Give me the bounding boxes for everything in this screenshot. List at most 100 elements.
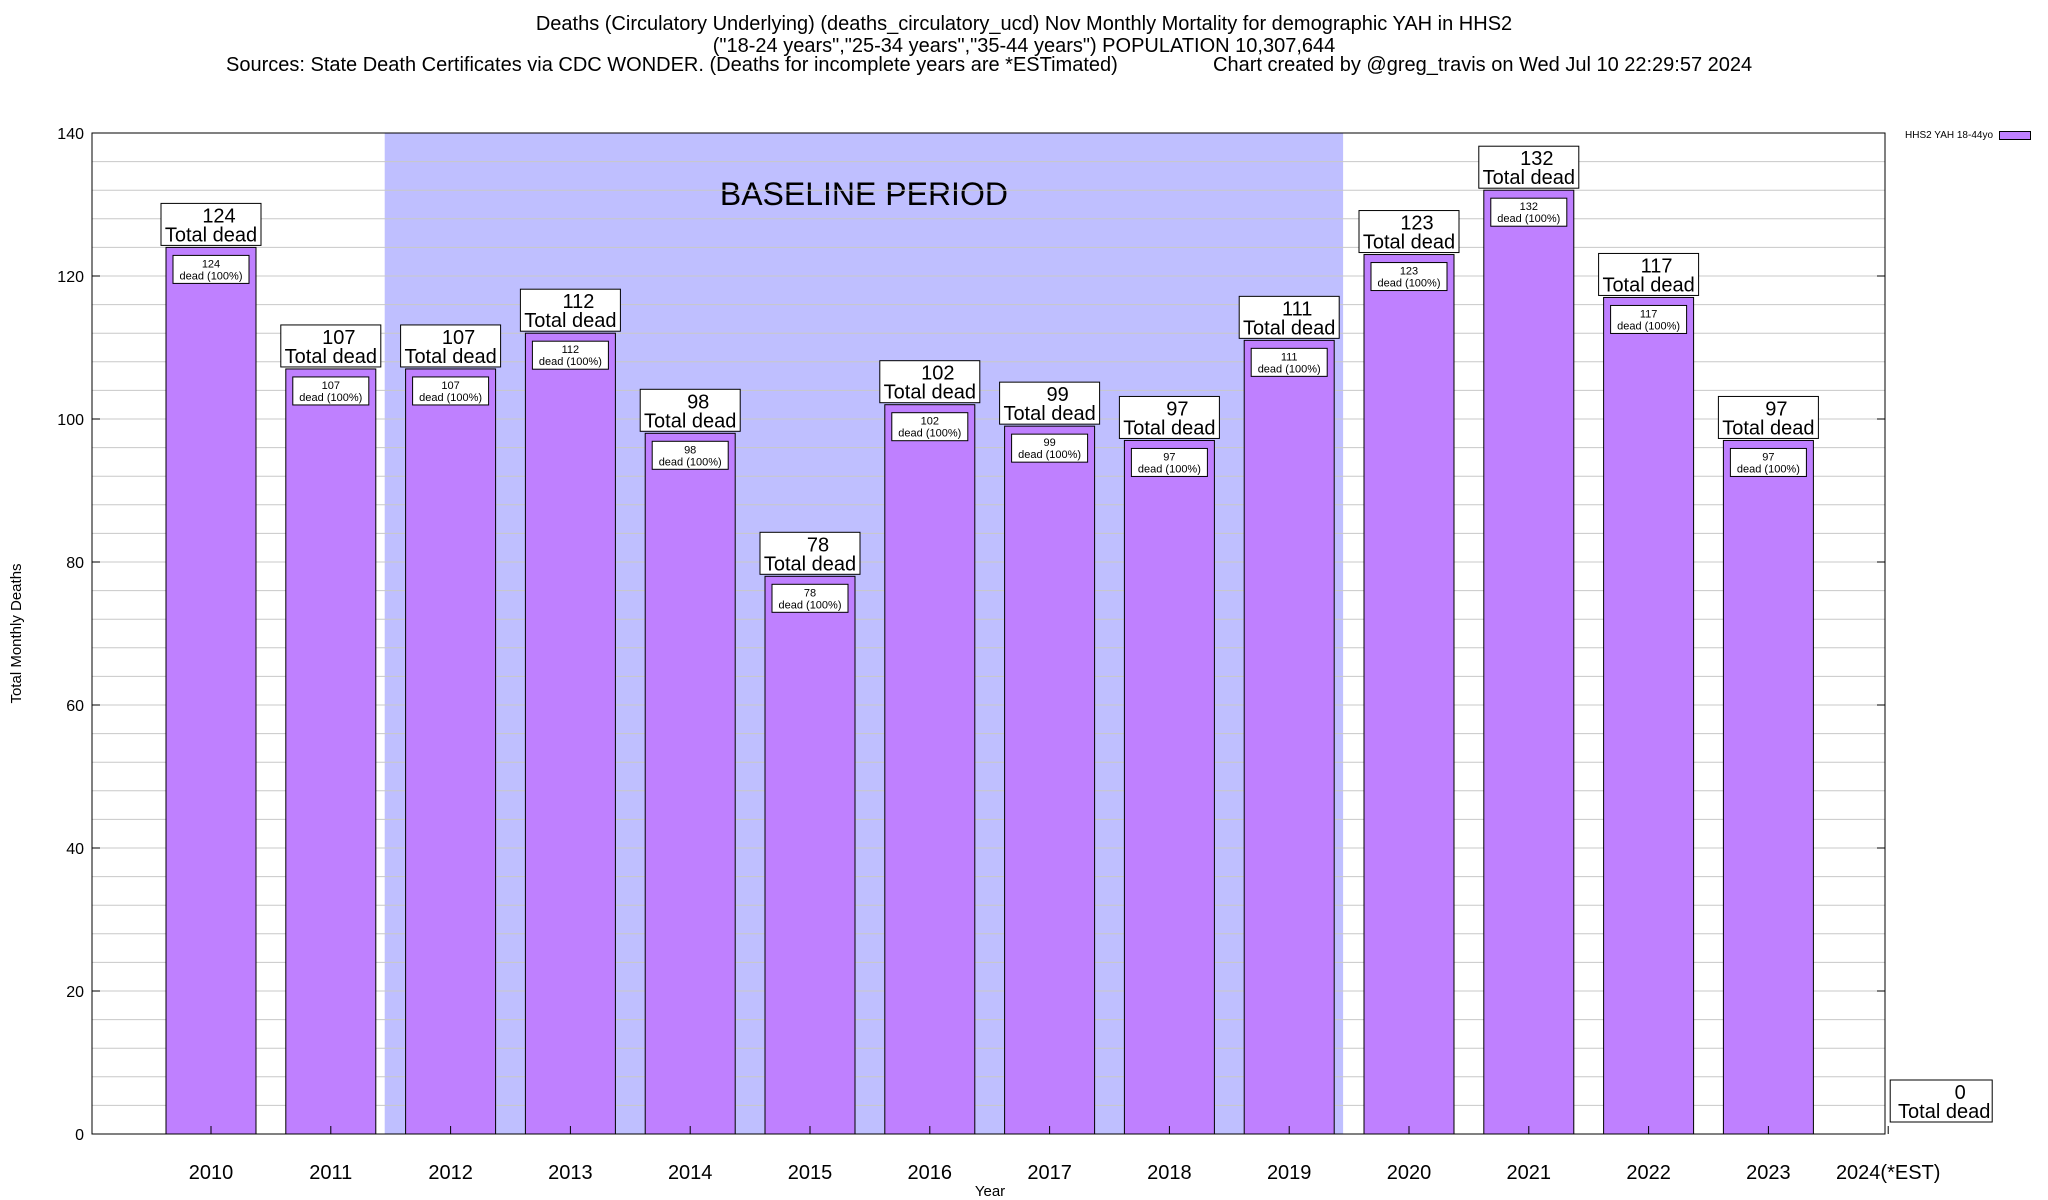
top-label-value: 112 (562, 291, 594, 313)
inner-label-text: dead (100%) (180, 270, 243, 282)
y-tick-label: 20 (66, 984, 84, 1001)
top-label-value: 132 (1520, 148, 1553, 170)
inner-label-box (531, 340, 609, 370)
top-label-text: Total dead (1898, 1101, 1990, 1123)
inner-label-text: dead (100%) (1258, 363, 1321, 375)
top-label-value: 98 (687, 391, 709, 413)
inner-label-text: dead (100%) (659, 456, 722, 468)
top-label-text: Total dead (1243, 317, 1335, 339)
inner-label-text: dead (100%) (1737, 463, 1800, 475)
inner-label-box (1011, 433, 1089, 463)
x-tick-label: 2020 (1387, 1162, 1432, 1184)
x-tick-label: 2019 (1267, 1162, 1312, 1184)
x-tick-label: 2022 (1626, 1162, 1671, 1184)
top-label-value: 102 (921, 363, 954, 385)
x-tick-label: 2013 (548, 1162, 593, 1184)
bar-2023 (1722, 439, 1814, 1135)
x-axis-label: Year (975, 1183, 1005, 1200)
inner-label-text: dead (100%) (539, 356, 602, 368)
inner-label-text: dead (100%) (1378, 278, 1441, 290)
chart-sources: Sources: State Death Certificates via CD… (226, 54, 1118, 76)
top-label-box (280, 324, 382, 368)
inner-label-text: dead (100%) (419, 392, 482, 404)
chart-title-line1: Deaths (Circulatory Underlying) (deaths_… (535, 13, 1513, 35)
top-label-value: 123 (1400, 213, 1433, 235)
top-label-text: Total dead (285, 346, 377, 368)
inner-label-value: 97 (1163, 451, 1175, 463)
x-tick-label: 2016 (908, 1162, 953, 1184)
plot-frame (91, 132, 1886, 1135)
top-label-value: 78 (807, 534, 829, 556)
x-tick-label: 2023 (1746, 1162, 1791, 1184)
y-tick-label: 0 (75, 1127, 84, 1144)
inner-label-value: 78 (804, 587, 816, 599)
inner-label-value: 97 (1762, 451, 1774, 463)
top-label-text: Total dead (644, 410, 736, 432)
bar-2022 (1603, 296, 1695, 1135)
x-tick-label: 2012 (428, 1162, 473, 1184)
top-label-text: Total dead (1123, 417, 1215, 439)
x-tick-label: 2017 (1027, 1162, 1072, 1184)
inner-label-box (412, 376, 490, 406)
top-label-value: 97 (1166, 398, 1188, 420)
x-tick-label: 2014 (668, 1162, 713, 1184)
top-label-text: Total dead (764, 553, 856, 575)
top-label-value: 0 (1955, 1082, 1966, 1104)
y-tick-label: 100 (57, 412, 84, 429)
inner-label-box (1370, 262, 1448, 292)
y-tick-label: 140 (57, 126, 84, 143)
top-label-box (639, 388, 741, 432)
inner-label-text: dead (100%) (1617, 320, 1680, 332)
x-tick-label: 2018 (1147, 1162, 1192, 1184)
top-label-text: Total dead (524, 310, 616, 332)
bar-2019 (1243, 339, 1335, 1135)
inner-label-box (172, 254, 250, 284)
baseline-period-label: BASELINE PERIOD (720, 176, 1008, 212)
bar-2017 (1004, 425, 1096, 1135)
bar-2016 (884, 404, 976, 1135)
inner-label-value: 102 (921, 416, 939, 428)
top-label-value: 97 (1765, 398, 1787, 420)
inner-label-text: dead (100%) (1138, 463, 1201, 475)
inner-label-value: 107 (441, 380, 459, 392)
inner-label-box (1610, 304, 1688, 334)
x-tick-label: 2015 (788, 1162, 833, 1184)
inner-label-box (1250, 347, 1328, 377)
top-label-box (1889, 1079, 1993, 1123)
x-tick-label: 2010 (189, 1162, 234, 1184)
top-label-text: Total dead (1363, 232, 1455, 254)
y-tick-label: 80 (66, 555, 84, 572)
inner-label-value: 107 (322, 380, 340, 392)
inner-label-box (651, 440, 729, 470)
inner-label-value: 124 (202, 258, 220, 270)
top-label-box (1478, 145, 1580, 189)
inner-label-value: 117 (1640, 308, 1658, 320)
top-label-box (1118, 395, 1220, 439)
inner-label-text: dead (100%) (898, 428, 961, 440)
bar-2012 (405, 368, 497, 1135)
inner-label-value: 132 (1520, 201, 1538, 213)
top-label-text: Total dead (1602, 274, 1694, 296)
top-label-box (400, 324, 502, 368)
top-label-box (519, 288, 621, 332)
top-label-box (999, 381, 1101, 425)
bar-2020 (1363, 254, 1455, 1135)
top-label-text: Total dead (404, 346, 496, 368)
inner-label-box (1130, 447, 1208, 477)
legend-swatch (1999, 131, 2032, 140)
top-label-value: 111 (1282, 298, 1312, 320)
top-label-text: Total dead (165, 224, 257, 246)
top-label-text: Total dead (884, 382, 976, 404)
top-label-box (879, 360, 981, 404)
chart-title-line2: ("18-24 years","25-34 years","35-44 year… (712, 35, 1336, 57)
inner-label-box (771, 583, 849, 613)
legend: HHS2 YAH 18-44yo (1905, 130, 2032, 141)
y-tick-label: 120 (57, 269, 84, 286)
bar-2021 (1483, 189, 1575, 1135)
bar-2013 (524, 332, 616, 1135)
top-label-value: 99 (1046, 384, 1068, 406)
chart-created-by: Chart created by @greg_travis on Wed Jul… (1213, 54, 1753, 76)
top-label-box (1358, 210, 1460, 254)
x-tick-label: 2011 (309, 1162, 352, 1184)
